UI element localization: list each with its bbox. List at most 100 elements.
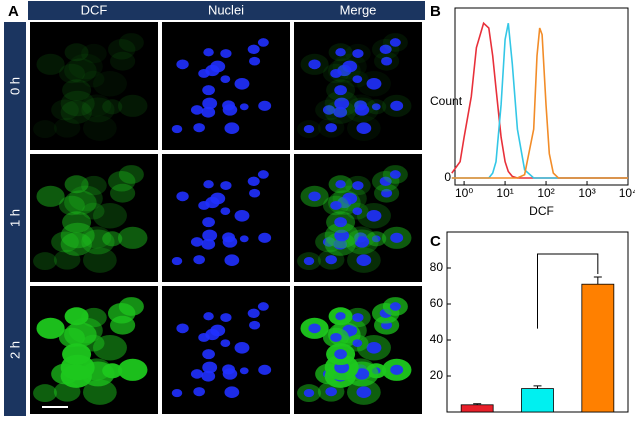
nucleus xyxy=(210,60,226,73)
nucleus xyxy=(202,97,218,110)
nucleus xyxy=(308,191,321,202)
cell xyxy=(64,307,89,326)
cell xyxy=(117,226,148,249)
nucleus xyxy=(354,368,370,380)
nucleus xyxy=(342,192,358,205)
nucleus xyxy=(356,386,372,398)
cell xyxy=(62,211,92,234)
x-tick-label: 10⁴ xyxy=(619,186,635,200)
nucleus xyxy=(203,180,214,189)
cell xyxy=(81,43,107,64)
nucleus xyxy=(220,313,232,322)
nucleus xyxy=(389,38,401,47)
y-axis-label: Count xyxy=(430,94,463,108)
nucleus xyxy=(202,217,215,228)
cell xyxy=(68,53,103,80)
nucleus xyxy=(234,77,250,90)
cell xyxy=(92,335,127,361)
cell xyxy=(82,379,117,405)
column-header: Merge xyxy=(340,2,377,17)
nucleus xyxy=(335,48,346,57)
cell xyxy=(33,120,57,139)
nucleus xyxy=(303,256,315,266)
cell xyxy=(81,307,107,328)
nucleus xyxy=(352,313,364,322)
nucleus xyxy=(193,255,205,265)
nucleus xyxy=(325,255,337,265)
panel-label: B xyxy=(430,3,441,20)
nucleus xyxy=(224,386,240,398)
nucleus xyxy=(190,369,204,379)
nucleus xyxy=(234,209,250,222)
nucleus xyxy=(198,200,210,210)
nucleus xyxy=(334,85,347,96)
nucleus xyxy=(303,388,315,398)
y-tick-label: 80 xyxy=(430,260,444,274)
cell xyxy=(51,99,79,121)
nucleus xyxy=(220,339,231,347)
cell xyxy=(81,226,112,249)
nucleus xyxy=(366,77,382,90)
plot-frame xyxy=(454,7,629,186)
cell xyxy=(81,229,115,255)
nucleus xyxy=(322,105,336,115)
nucleus xyxy=(210,192,226,205)
cell xyxy=(36,317,65,339)
nucleus xyxy=(220,49,232,58)
cell xyxy=(60,100,92,124)
nucleus xyxy=(352,49,364,58)
cell xyxy=(58,327,85,348)
nucleus xyxy=(366,341,382,354)
cell xyxy=(82,115,117,141)
cell xyxy=(60,222,95,249)
nucleus xyxy=(334,97,350,110)
nucleus xyxy=(381,188,393,198)
cell xyxy=(82,202,105,220)
histogram-curve xyxy=(451,27,628,179)
y-tick-label: 40 xyxy=(430,332,444,346)
nucleus xyxy=(258,100,272,111)
cell xyxy=(118,297,144,316)
nucleus xyxy=(258,232,272,243)
nucleus xyxy=(322,237,336,247)
nucleus xyxy=(201,370,216,382)
cell xyxy=(62,343,92,366)
column-header: DCF xyxy=(81,2,108,17)
nucleus xyxy=(201,238,216,250)
y-tick-label: 60 xyxy=(430,296,444,310)
nucleus xyxy=(379,176,392,186)
row-label: 1 h xyxy=(7,209,22,227)
nucleus xyxy=(257,170,269,179)
cell xyxy=(92,71,127,97)
y-tick-label: 20 xyxy=(430,368,444,382)
cell xyxy=(102,99,123,115)
nucleus xyxy=(224,254,240,266)
nucleus xyxy=(390,364,404,375)
nucleus xyxy=(334,349,347,360)
nucleus xyxy=(379,44,392,54)
nucleus xyxy=(249,188,261,198)
nucleus xyxy=(190,105,204,115)
cell xyxy=(107,39,136,60)
nucleus xyxy=(203,312,214,321)
x-tick-label: 10³ xyxy=(578,186,595,200)
cell xyxy=(117,358,148,381)
cell xyxy=(51,231,79,253)
column-header: Nuclei xyxy=(208,2,244,17)
cell xyxy=(53,381,81,402)
nucleus xyxy=(176,191,189,202)
nucleus xyxy=(352,207,363,215)
error-bar xyxy=(473,403,482,405)
histogram-curve xyxy=(451,21,628,179)
cell xyxy=(33,384,57,403)
cell xyxy=(36,185,65,207)
nucleus xyxy=(308,323,321,334)
cell xyxy=(64,190,97,215)
cell xyxy=(64,58,97,83)
nucleus xyxy=(257,38,269,47)
cell xyxy=(58,195,85,216)
nucleus xyxy=(193,387,205,397)
cell xyxy=(53,249,81,270)
panel-label: A xyxy=(8,3,19,20)
x-axis-label: DCF xyxy=(529,204,554,218)
